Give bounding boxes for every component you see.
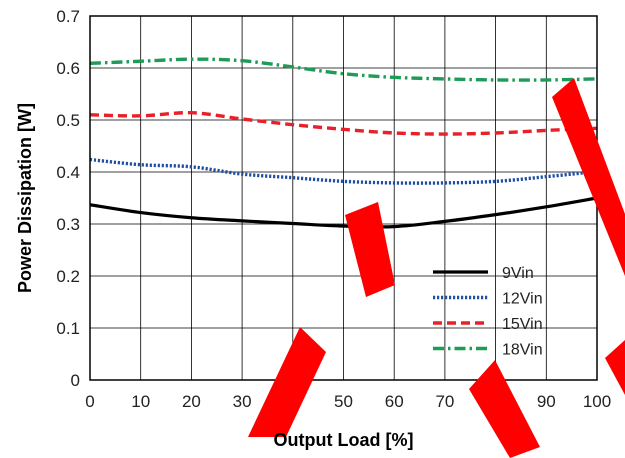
y-tick-label: 0.4: [56, 163, 80, 182]
y-tick-label: 0.5: [56, 111, 80, 130]
x-tick-label: 60: [385, 392, 404, 411]
y-tick-label: 0.7: [56, 7, 80, 26]
x-tick-label: 10: [131, 392, 150, 411]
y-tick-label: 0.3: [56, 215, 80, 234]
data-series: [89, 57, 598, 229]
x-axis-title: Output Load [%]: [274, 430, 414, 450]
x-tick-label: 50: [334, 392, 353, 411]
x-tick-label: 30: [233, 392, 252, 411]
y-tick-label: 0.1: [56, 319, 80, 338]
watermark-stroke-bottom: [469, 360, 540, 458]
series-line-9vin: [89, 196, 598, 229]
x-tick-label: 90: [537, 392, 556, 411]
watermark-stroke-mid: [345, 202, 395, 297]
legend-label-12vin: 12Vin: [502, 291, 543, 308]
watermark: [248, 78, 625, 458]
y-tick-label: 0.2: [56, 267, 80, 286]
series-line-18vin: [89, 57, 598, 82]
legend-label-15vin: 15Vin: [502, 316, 543, 333]
y-tick-label: 0.6: [56, 59, 80, 78]
legend-label-9vin: 9Vin: [502, 265, 534, 282]
y-axis-title: Power Dissipation [W]: [15, 103, 35, 293]
x-tick-label: 20: [182, 392, 201, 411]
watermark-stroke-edge: [605, 340, 625, 395]
x-tick-label: 70: [435, 392, 454, 411]
y-tick-label: 0: [71, 371, 80, 390]
legend-label-18vin: 18Vin: [502, 342, 543, 359]
watermark-stroke-right: [552, 78, 625, 276]
x-tick-label: 100: [583, 392, 611, 411]
series-line-15vin: [89, 110, 598, 136]
legend: 9Vin 12Vin 15Vin 18Vin: [433, 265, 543, 359]
watermark-stroke-left: [248, 327, 326, 437]
x-tick-label: 0: [85, 392, 94, 411]
series-line-12vin: [89, 157, 598, 185]
